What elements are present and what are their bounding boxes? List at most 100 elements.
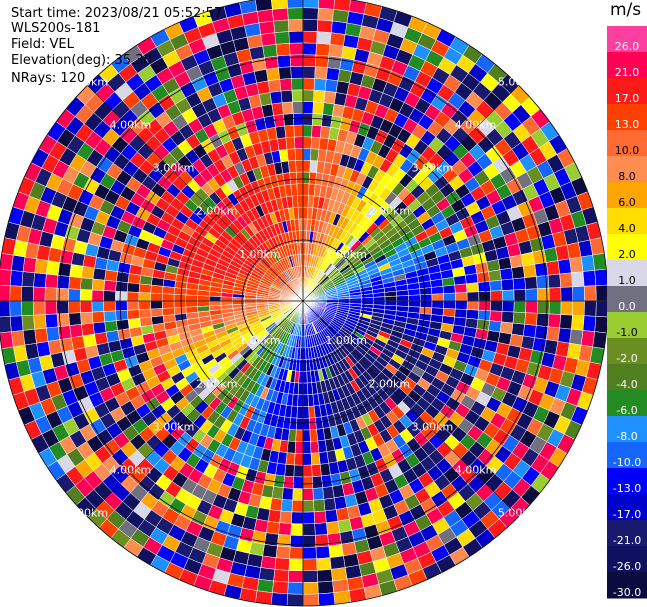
velocity-cell	[408, 300, 421, 308]
colorbar-swatch	[607, 78, 647, 105]
velocity-cell	[296, 406, 304, 419]
velocity-cell	[288, 558, 304, 572]
velocity-cell	[330, 20, 348, 35]
colorbar-tick-label: 13.0	[615, 118, 640, 131]
velocity-cell	[442, 284, 456, 294]
velocity-cell	[9, 315, 24, 332]
velocity-cell	[273, 19, 290, 33]
velocity-cell	[302, 546, 317, 560]
velocity-cell	[291, 77, 304, 91]
colorbar-swatch	[607, 364, 647, 391]
velocity-cell	[302, 371, 308, 384]
velocity-cell	[69, 264, 84, 278]
velocity-cell	[56, 300, 69, 315]
instrument-label: WLS200s-181	[11, 21, 101, 36]
velocity-cell	[302, 535, 317, 548]
velocity-cell	[256, 9, 274, 24]
velocity-cell	[317, 7, 334, 22]
colorbar-tick-label: -21.0	[613, 534, 641, 547]
velocity-cell	[302, 159, 311, 173]
range-ring-label: 5.00km	[67, 75, 109, 88]
velocity-cell	[81, 265, 95, 280]
velocity-cell	[302, 441, 312, 454]
velocity-cell	[260, 32, 277, 47]
velocity-cell	[277, 137, 288, 151]
velocity-cell	[408, 294, 421, 302]
velocity-cell	[594, 268, 608, 286]
velocity-cell	[349, 297, 362, 302]
velocity-cell	[314, 522, 328, 536]
velocity-cell	[33, 272, 47, 288]
velocity-cell	[319, 462, 331, 477]
velocity-cell	[264, 532, 279, 547]
colorbar-tick-label: -10.0	[613, 456, 641, 469]
colorbar-tick-label: 2.0	[618, 248, 636, 261]
range-ring-label: 4.00km	[455, 118, 497, 131]
velocity-cell	[582, 315, 597, 332]
velocity-cell	[548, 300, 562, 315]
velocity-cell	[297, 195, 304, 208]
velocity-cell	[285, 452, 296, 466]
velocity-cell	[92, 321, 107, 335]
range-ring-label: 2.00km	[368, 377, 410, 390]
velocity-cell	[583, 300, 597, 317]
velocity-cell	[286, 148, 296, 162]
velocity-cell	[582, 270, 597, 287]
velocity-cell	[322, 486, 335, 500]
velocity-cell	[103, 300, 116, 312]
velocity-cell	[302, 54, 317, 67]
velocity-cell	[441, 276, 455, 287]
velocity-cell	[310, 440, 320, 454]
velocity-cell	[290, 66, 304, 79]
velocity-cell	[302, 148, 312, 161]
velocity-cell	[546, 326, 560, 342]
velocity-cell	[490, 290, 503, 302]
velocity-cell	[284, 464, 295, 477]
colorbar-tick-label: 17.0	[615, 92, 640, 105]
velocity-cell	[162, 307, 175, 316]
velocity-cell	[91, 278, 105, 291]
velocity-cell	[127, 309, 140, 320]
velocity-cell	[0, 331, 14, 349]
velocity-cell	[261, 103, 274, 118]
velocity-cell	[91, 289, 105, 302]
velocity-cell	[299, 230, 304, 243]
velocity-cell	[295, 417, 304, 431]
velocity-cell	[104, 320, 118, 333]
velocity-cell	[302, 417, 311, 431]
colorbar-swatch	[607, 52, 647, 79]
colorbar-tick-label: -2.0	[616, 352, 637, 365]
velocity-cell	[291, 89, 304, 103]
velocity-cell	[9, 300, 23, 317]
velocity-cell	[297, 394, 304, 407]
colorbar-swatch	[607, 572, 647, 599]
velocity-cell	[326, 520, 340, 535]
velocity-cell	[275, 125, 287, 140]
velocity-cell	[264, 55, 279, 70]
colorbar-swatch	[607, 520, 647, 547]
velocity-cell	[289, 546, 304, 560]
velocity-cell	[116, 319, 130, 331]
velocity-cell	[302, 429, 311, 443]
velocity-cell	[294, 441, 304, 454]
field-label: Field: VEL	[11, 37, 74, 52]
velocity-cell	[454, 283, 468, 294]
velocity-cell	[279, 510, 293, 524]
velocity-cell	[315, 545, 331, 559]
velocity-cell	[453, 275, 467, 286]
velocity-cell	[318, 592, 336, 606]
velocity-cell	[68, 312, 82, 326]
velocity-cell	[286, 440, 296, 454]
velocity-cell	[537, 287, 550, 302]
velocity-cell	[419, 300, 433, 309]
colorbar-swatch	[607, 390, 647, 417]
velocity-cell	[512, 311, 526, 325]
velocity-cell	[384, 290, 397, 297]
velocity-cell	[569, 256, 584, 274]
colorbar-swatch	[607, 286, 647, 313]
velocity-cell	[289, 42, 304, 56]
velocity-cell	[442, 308, 456, 318]
velocity-cell	[115, 309, 129, 321]
colorbar-swatch	[607, 468, 647, 495]
velocity-cell	[302, 66, 316, 79]
